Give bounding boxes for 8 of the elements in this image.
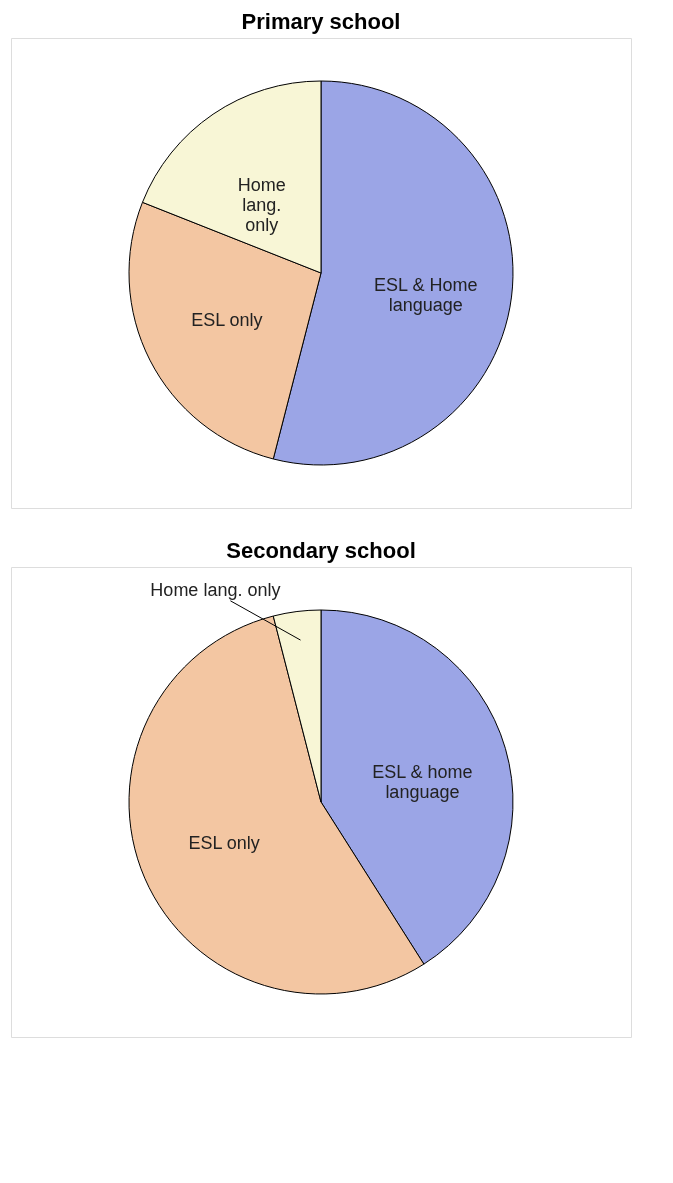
slice-label: ESL only (188, 832, 260, 853)
slice-label: ESL & Home language (374, 275, 478, 316)
slice-label: ESL only (191, 309, 263, 330)
slice-label: Home lang. only (150, 579, 281, 600)
slice-label: ESL & home language (372, 761, 473, 802)
chart-title: Primary school (241, 9, 401, 34)
slice-label: Home lang. only (237, 174, 286, 235)
chart-title: Secondary school (226, 538, 416, 563)
